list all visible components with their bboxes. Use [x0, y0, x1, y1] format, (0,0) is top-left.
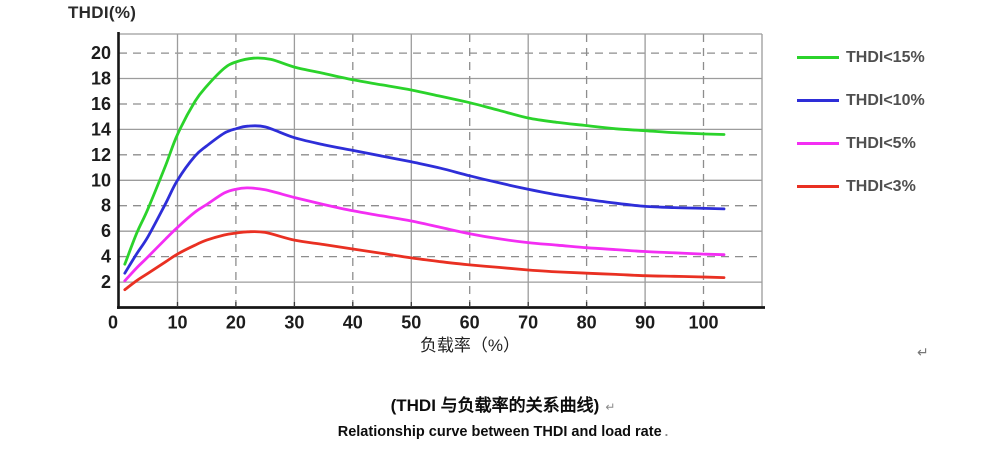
y-tick-label: 6 — [101, 221, 111, 241]
legend-item: THDI<3% — [797, 165, 925, 208]
legend-label: THDI<3% — [846, 177, 916, 195]
y-tick-label: 12 — [91, 145, 111, 165]
legend-swatch-blue-line — [797, 99, 839, 102]
x-tick-label: 80 — [577, 313, 597, 333]
legend-item: THDI<5% — [797, 122, 925, 165]
x-tick-label: 70 — [518, 313, 538, 333]
curve-thdi-15 — [123, 56, 726, 266]
legend-swatch-red-line — [797, 185, 839, 188]
legend-label: THDI<10% — [846, 91, 925, 109]
x-tick-label: 50 — [401, 313, 421, 333]
legend-swatch-magenta-line — [797, 142, 839, 145]
legend-item: THDI<15% — [797, 36, 925, 79]
caption-block: (THDI 与负载率的关系曲线) ↵ Relationship curve bet… — [0, 391, 984, 440]
legend-label: THDI<5% — [846, 134, 916, 152]
caption-chinese: (THDI 与负载率的关系曲线) ↵ — [22, 391, 984, 416]
legend-item: THDI<10% — [797, 79, 925, 122]
paragraph-return-mark: ↵ — [917, 344, 929, 360]
y-tick-label: 14 — [91, 119, 111, 139]
y-tick-label: 16 — [91, 94, 111, 114]
y-tick-label: 10 — [91, 170, 111, 190]
x-tick-label: 20 — [226, 313, 246, 333]
x-tick-label: 10 — [167, 313, 187, 333]
caption-chinese-text: (THDI 与负载率的关系曲线) — [390, 396, 600, 415]
x-tick-label: 0 — [108, 313, 118, 333]
chart-plot: 0 10 20 30 40 50 60 70 80 90 100 2 4 6 8 10 12 14 16 18 20 — [91, 32, 765, 333]
curve-thdi-10 — [123, 124, 726, 275]
legend-swatch-green-line — [797, 56, 839, 59]
x-tick-label: 30 — [284, 313, 304, 333]
y-tick-label: 2 — [101, 272, 111, 292]
legend-label: THDI<15% — [846, 48, 925, 66]
x-tick-label: 90 — [635, 313, 655, 333]
curve-thdi-3 — [123, 230, 726, 292]
x-tick-label: 100 — [688, 313, 718, 333]
x-axis-title: 负载率（%） — [419, 336, 521, 355]
y-tick-label: 8 — [101, 196, 111, 216]
curve-thdi-5 — [123, 186, 726, 283]
legend: THDI<15% THDI<10% THDI<5% THDI<3% — [797, 36, 925, 208]
x-tick-label: 60 — [460, 313, 480, 333]
y-axis-title: THDI(%) — [68, 3, 137, 22]
x-tick-label: 40 — [343, 313, 363, 333]
dot-mark: . — [664, 424, 669, 439]
caption-english: Relationship curve between THDI and load… — [22, 424, 984, 440]
paragraph-return-mark: ↵ — [605, 400, 616, 414]
y-tick-label: 4 — [101, 247, 111, 267]
y-tick-label: 18 — [91, 69, 111, 89]
y-tick-label: 20 — [91, 43, 111, 63]
caption-english-text: Relationship curve between THDI and load… — [337, 424, 662, 440]
